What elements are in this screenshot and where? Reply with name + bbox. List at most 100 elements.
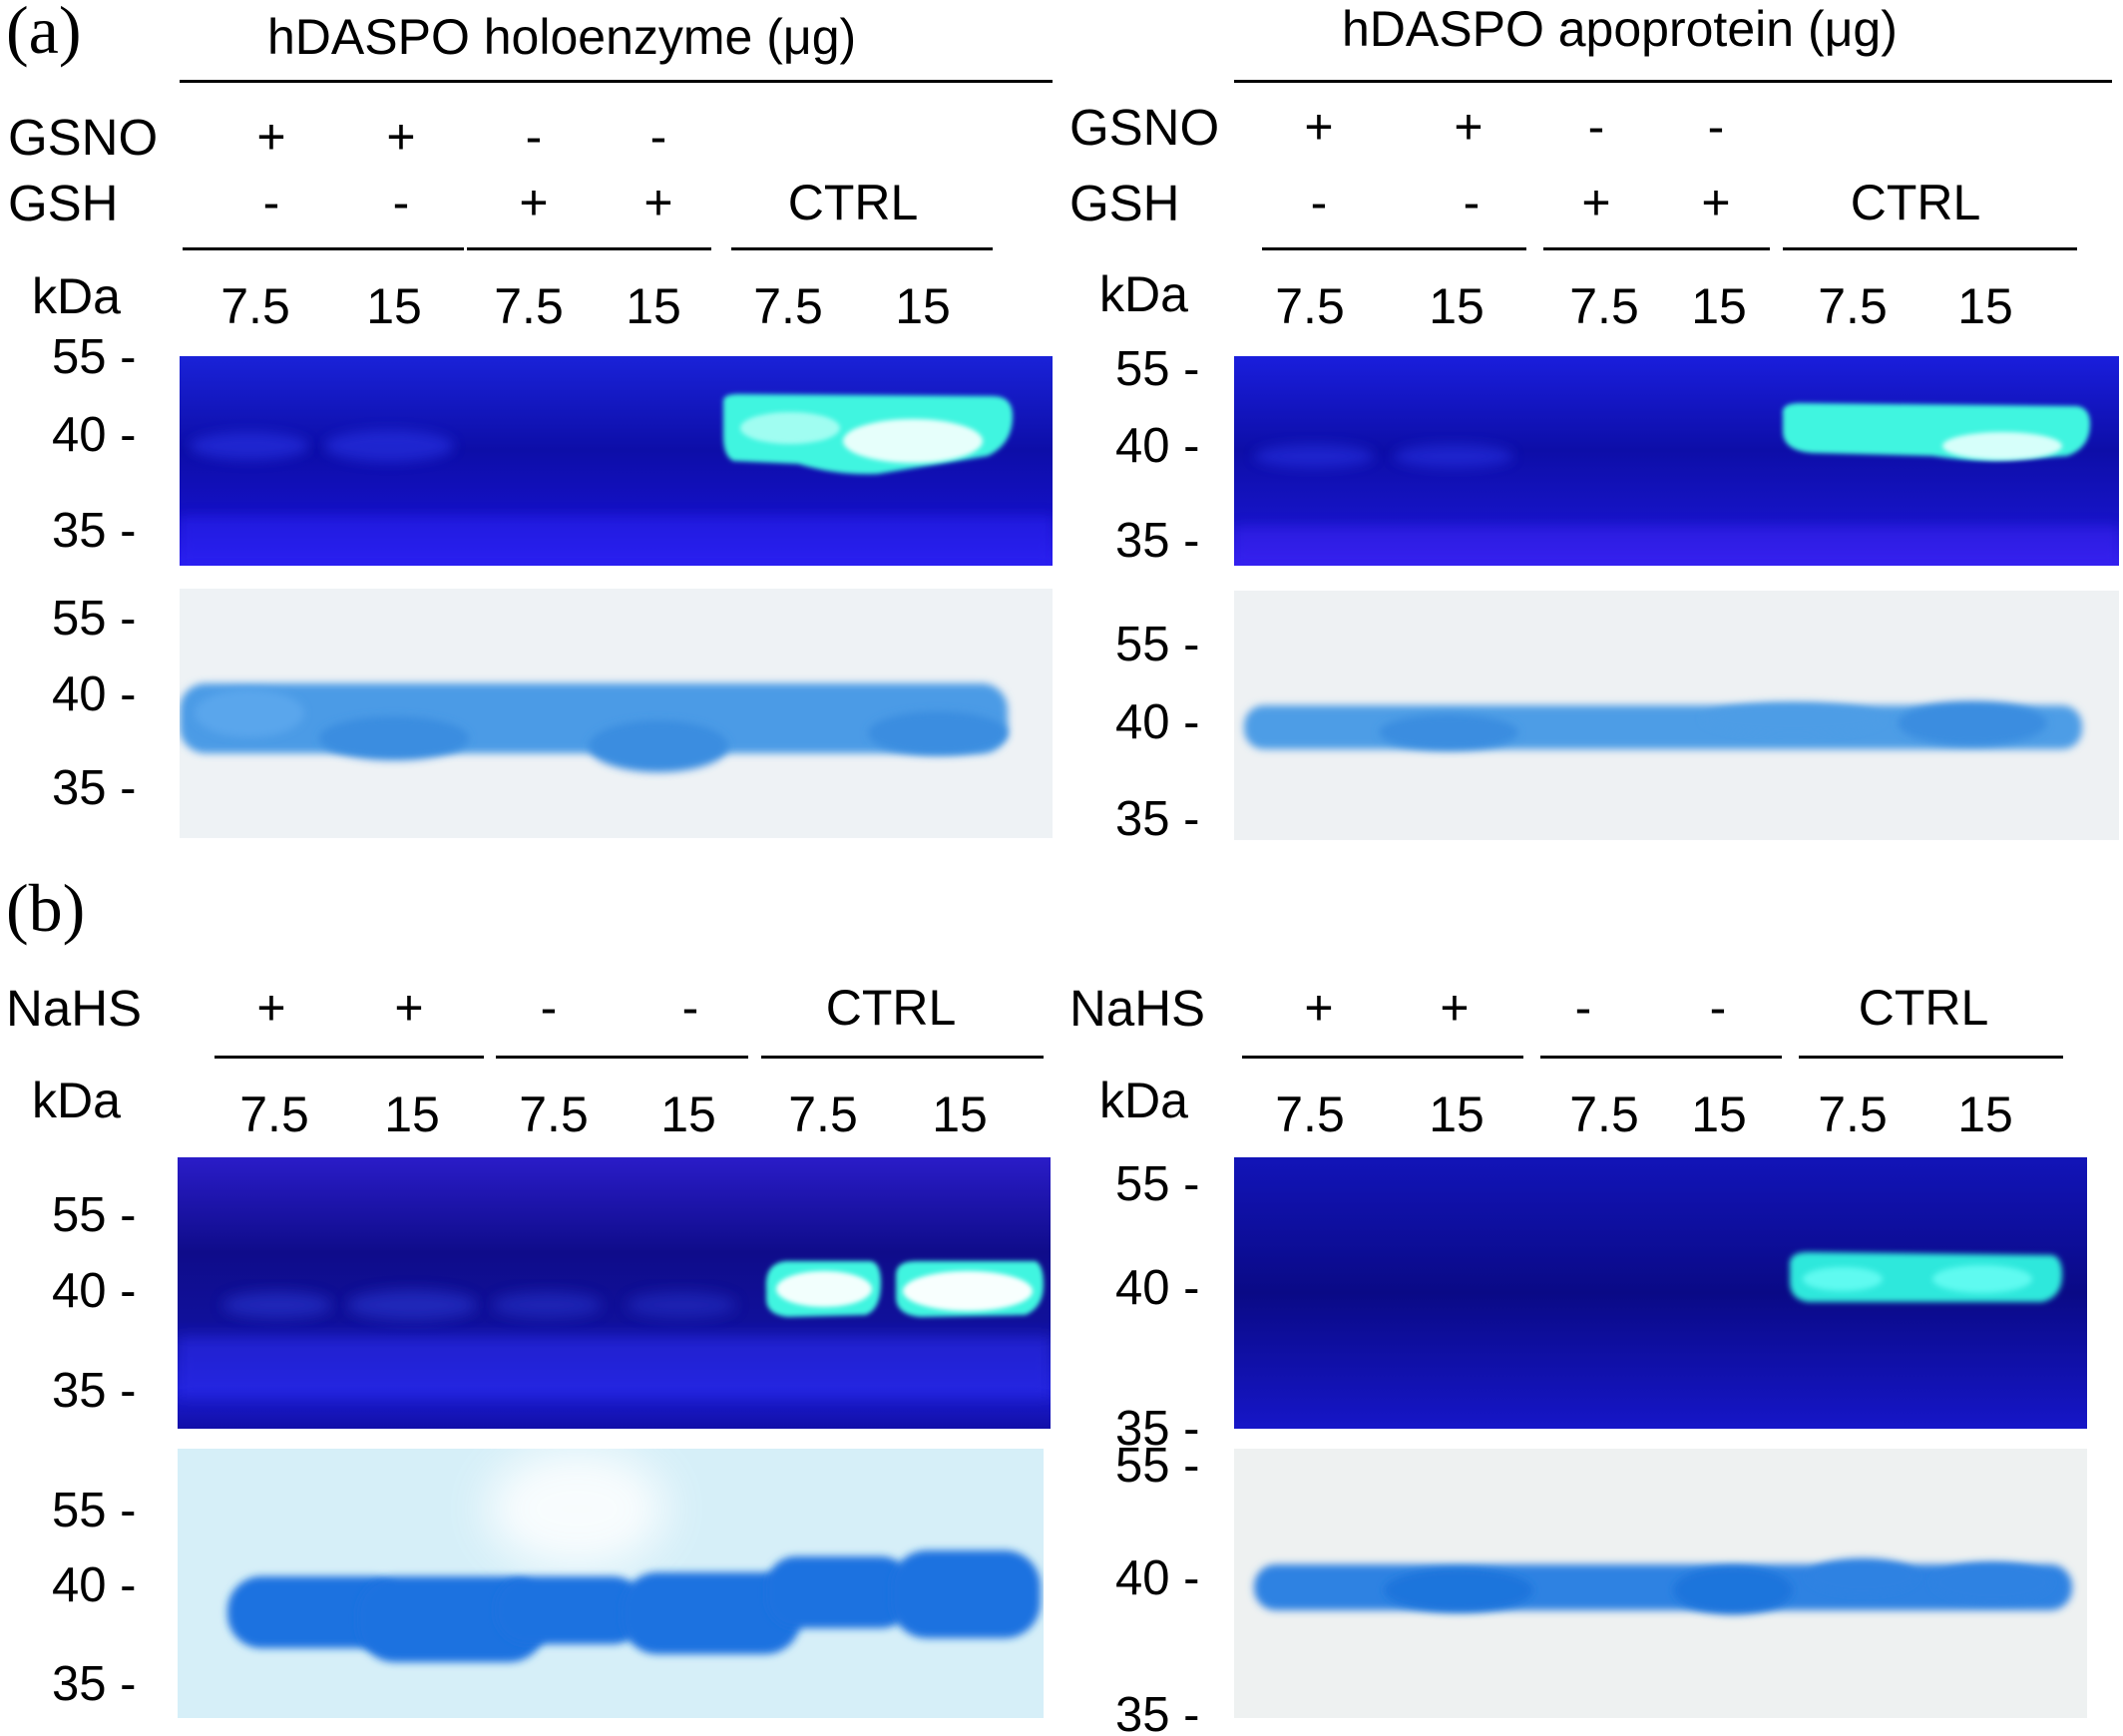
- lane-amount: 15: [1691, 278, 1747, 334]
- gsh-sign: -: [1310, 175, 1328, 230]
- coomassie-gel: [178, 1449, 1044, 1718]
- fluorescence-gel: [180, 356, 1053, 566]
- marker-35: 35 -: [1115, 792, 1200, 846]
- marker-40: 40 -: [52, 408, 137, 462]
- lane-amount: 15: [1957, 278, 2013, 334]
- nahs-sign: -: [540, 980, 558, 1036]
- lane-amount: 7.5: [1275, 278, 1345, 334]
- ctrl-label: CTRL: [825, 980, 957, 1036]
- kda-label: kDa: [32, 1073, 121, 1128]
- group-rule: [1242, 1056, 1523, 1059]
- panel-b-label: (b): [6, 870, 86, 946]
- marker-55: 55 -: [52, 592, 137, 646]
- marker-35: 35 -: [52, 1657, 137, 1711]
- group-rule: [183, 247, 464, 250]
- fluorescence-gel: [178, 1157, 1051, 1429]
- lane-amount: 7.5: [1275, 1086, 1345, 1142]
- group-rule: [496, 1056, 748, 1059]
- coomassie-gel: [1234, 591, 2119, 840]
- gsh-sign: +: [1701, 175, 1731, 230]
- gsh-sign: +: [643, 175, 673, 230]
- gsno-row-label: GSNO: [1069, 99, 1220, 156]
- lane-amount: 15: [660, 1086, 716, 1142]
- panel-a-right-title: hDASPO apoprotein (μg): [1342, 1, 1898, 57]
- marker-40: 40 -: [1115, 1261, 1200, 1315]
- nahs-sign: +: [256, 980, 286, 1036]
- group-rule: [467, 247, 711, 250]
- header-rule: [180, 80, 1053, 83]
- ctrl-label: CTRL: [1850, 175, 1981, 230]
- marker-40: 40 -: [1115, 419, 1200, 473]
- lane-amount: 15: [384, 1086, 440, 1142]
- gsh-sign: -: [392, 175, 410, 230]
- group-rule: [1799, 1056, 2063, 1059]
- group-rule: [731, 247, 993, 250]
- group-rule: [214, 1056, 484, 1059]
- marker-40: 40 -: [52, 1558, 137, 1612]
- marker-35: 35 -: [1115, 514, 1200, 568]
- nahs-sign: -: [1709, 980, 1727, 1036]
- gsno-sign: +: [386, 109, 416, 165]
- gsh-sign: -: [262, 175, 280, 230]
- marker-55: 55 -: [1115, 618, 1200, 671]
- kda-label: kDa: [1099, 1073, 1188, 1128]
- group-rule: [1262, 247, 1526, 250]
- ctrl-label: CTRL: [1858, 980, 1989, 1036]
- marker-35: 35 -: [52, 761, 137, 815]
- marker-40: 40 -: [52, 1264, 137, 1318]
- lane-amount: 15: [1957, 1086, 2013, 1142]
- fluorescence-gel: [1234, 356, 2119, 566]
- lane-amount: 15: [626, 278, 681, 334]
- lane-amount: 7.5: [1569, 1086, 1639, 1142]
- gsno-sign: -: [1707, 99, 1725, 155]
- fluorescence-gel: [1234, 1157, 2087, 1429]
- gsno-sign: -: [649, 109, 667, 165]
- nahs-row-label: NaHS: [6, 980, 143, 1037]
- marker-55: 55 -: [1115, 1439, 1200, 1493]
- marker-55: 55 -: [1115, 342, 1200, 396]
- gsh-row-label: GSH: [8, 175, 119, 231]
- gsno-sign: +: [1304, 99, 1334, 155]
- lane-amount: 7.5: [1569, 278, 1639, 334]
- gsno-sign: -: [1587, 99, 1605, 155]
- gsh-row-label: GSH: [1069, 175, 1180, 231]
- gsh-sign: -: [1463, 175, 1481, 230]
- marker-35: 35 -: [52, 504, 137, 558]
- marker-35: 35 -: [52, 1364, 137, 1418]
- group-rule: [1783, 247, 2077, 250]
- nahs-sign: +: [1304, 980, 1334, 1036]
- lane-amount: 7.5: [1818, 1086, 1888, 1142]
- marker-40: 40 -: [1115, 1551, 1200, 1605]
- lane-amount: 7.5: [519, 1086, 589, 1142]
- group-rule: [1543, 247, 1770, 250]
- kda-label: kDa: [1099, 266, 1188, 322]
- lane-amount: 15: [932, 1086, 988, 1142]
- coomassie-gel: [180, 589, 1053, 838]
- lane-amount: 7.5: [753, 278, 823, 334]
- header-rule: [1234, 80, 2112, 83]
- lane-amount: 15: [1429, 1086, 1485, 1142]
- ctrl-label: CTRL: [787, 175, 919, 230]
- lane-amount: 7.5: [220, 278, 290, 334]
- marker-55: 55 -: [52, 1484, 137, 1537]
- gsh-sign: +: [1581, 175, 1611, 230]
- group-rule: [761, 1056, 1044, 1059]
- panel-a-left-title: hDASPO holoenzyme (μg): [267, 9, 857, 65]
- lane-amount: 15: [895, 278, 951, 334]
- group-rule: [1540, 1056, 1782, 1059]
- nahs-sign: +: [394, 980, 424, 1036]
- lane-amount: 7.5: [239, 1086, 309, 1142]
- marker-35: 35 -: [1115, 1688, 1200, 1736]
- gsno-row-label: GSNO: [8, 109, 159, 166]
- kda-label: kDa: [32, 268, 121, 324]
- coomassie-gel: [1234, 1449, 2087, 1718]
- lane-amount: 15: [1429, 278, 1485, 334]
- lane-amount: 7.5: [788, 1086, 858, 1142]
- lane-amount: 15: [366, 278, 422, 334]
- panel-a-label: (a): [6, 0, 82, 68]
- gsno-sign: +: [256, 109, 286, 165]
- marker-55: 55 -: [52, 1188, 137, 1242]
- lane-amount: 7.5: [494, 278, 564, 334]
- marker-35: 35 -: [1115, 1402, 1200, 1456]
